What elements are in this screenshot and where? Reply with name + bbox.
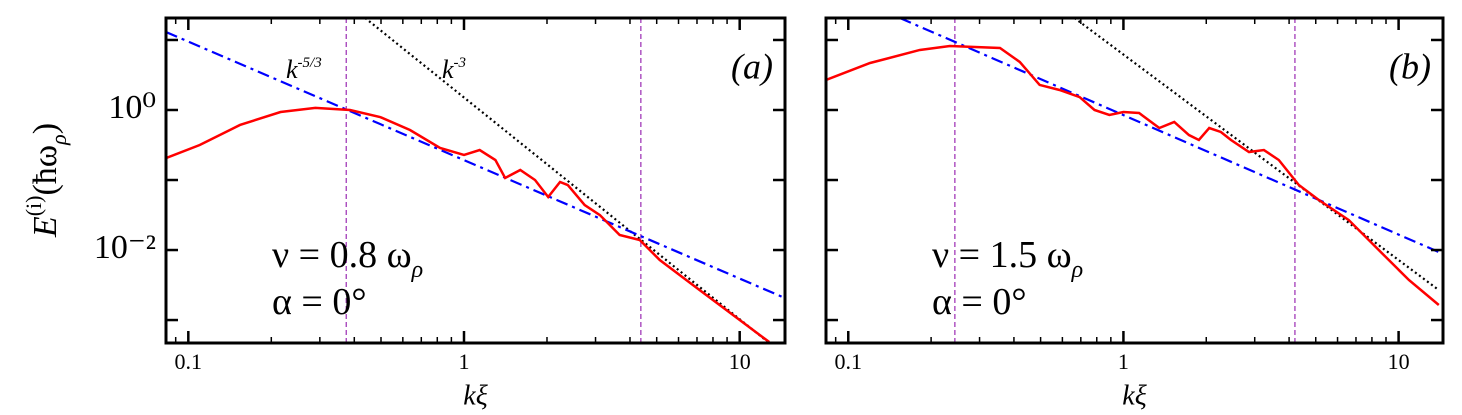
y-label-part: (i) [21,196,46,217]
x-tick-label: 0.1 [835,349,863,374]
parameter-base: α = 0° [272,281,367,323]
parameter-sub: ρ [411,257,424,283]
parameter-label: ν = 0.8 ωρ [272,234,423,283]
parameter-base: ν = 0.8 ω [272,234,412,276]
plot-area [166,18,785,343]
parameter-sub: ρ [1071,257,1084,283]
panel-label: (b) [1389,46,1431,86]
y-label-part: ) [27,123,64,134]
x-axis-label: kξ [1122,380,1146,411]
plot-area [826,18,1440,343]
parameter-label: ν = 1.5 ωρ [932,234,1083,283]
panel-label: (a) [731,46,773,86]
parameter-label: α = 0° [272,281,367,323]
y-label-part: (ħω [27,145,64,196]
annotation-base: k [442,55,454,84]
y-label-part: E [27,216,64,238]
series-line [1073,18,1440,291]
x-tick-label: 10 [729,349,751,374]
y-tick-label: 10⁰ [108,89,156,126]
annotation: k-5/3 [286,55,322,84]
series-line [826,44,1440,306]
series-line [364,18,770,343]
annotation-sup: -5/3 [298,55,322,71]
x-tick-label: 0.1 [175,349,203,374]
y-label-part: ρ [46,134,71,146]
parameter-base: α = 0° [932,281,1027,323]
parameter-base: ν = 1.5 ω [932,234,1072,276]
annotation-base: k [286,55,298,84]
x-tick-label: 1 [458,349,469,374]
annotation-sup: -3 [454,55,467,71]
y-tick-label: 10⁻² [94,229,156,266]
series-line [899,18,1440,254]
series-line [166,106,770,343]
x-axis-label: kξ [463,380,487,411]
x-tick-label: 10 [1388,349,1410,374]
axes-frame [824,16,1445,345]
parameter-label: α = 0° [932,281,1027,323]
axes-frame [164,16,787,345]
y-axis-label: E(i)(ħωρ) [21,123,71,238]
series-line [166,30,785,300]
x-tick-label: 1 [1118,349,1129,374]
annotation: k-3 [442,55,466,84]
